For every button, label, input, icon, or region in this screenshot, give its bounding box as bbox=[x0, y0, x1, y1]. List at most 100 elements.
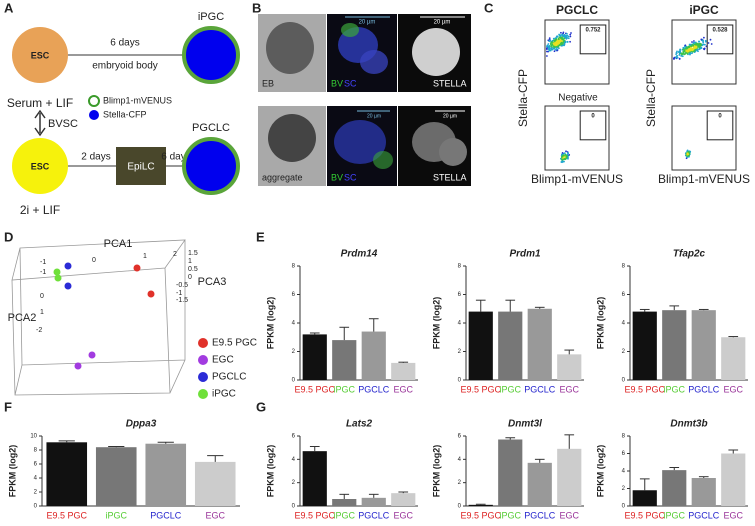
y-tick-label: 2 bbox=[292, 480, 296, 486]
y-tick-label: 0 bbox=[292, 504, 296, 510]
flow-event bbox=[566, 32, 568, 35]
cell-label: PGCLC bbox=[192, 122, 230, 134]
panel-label: A bbox=[4, 0, 14, 15]
x-tick-label: iPGC bbox=[333, 384, 355, 394]
tick-label: -1 bbox=[40, 269, 46, 276]
flow-event bbox=[546, 55, 548, 57]
y-axis-label: FPKM (log2) bbox=[431, 297, 441, 350]
flow-event bbox=[560, 31, 562, 34]
arrow-label: 6 days bbox=[110, 38, 139, 49]
flow-event bbox=[554, 39, 557, 42]
cell-aggregate bbox=[268, 114, 316, 162]
flow-event bbox=[699, 44, 702, 46]
y-tick-label: 2 bbox=[458, 349, 462, 355]
legend-swatch bbox=[89, 110, 99, 120]
flow-event bbox=[550, 47, 553, 49]
cell-label: iPGC bbox=[198, 11, 224, 23]
flow-event bbox=[551, 39, 554, 42]
x-tick-label: PGCLC bbox=[688, 384, 720, 394]
flow-event bbox=[696, 43, 698, 45]
panel-label: F bbox=[4, 399, 12, 414]
flow-event bbox=[679, 49, 681, 51]
panel-d: PCA1 PCA2 PCA3 -1 0 1 2 1.5 1 0.5 0 -0.5… bbox=[8, 238, 226, 396]
gate bbox=[579, 24, 607, 55]
y-axis-label: FPKM (log2) bbox=[265, 445, 275, 498]
plot-title: iPGC bbox=[689, 3, 719, 17]
panel-b: 20 µm 20 µm 20 µm 20 µm EB aggregate BV … bbox=[258, 14, 471, 186]
flow-event bbox=[673, 57, 675, 59]
axis-label: Blimp1-mVENUS bbox=[658, 172, 750, 186]
bar bbox=[498, 311, 523, 380]
flow-event bbox=[553, 50, 556, 53]
plot-title: PGCLC bbox=[556, 3, 598, 17]
legend-label: E9.5 PGC bbox=[212, 338, 257, 349]
flow-event bbox=[693, 40, 695, 42]
bar bbox=[632, 490, 657, 506]
panel-a: ESC Serum + LIF 6 days embryoid body iPG… bbox=[7, 11, 240, 217]
cell-stain bbox=[412, 28, 460, 76]
flow-event bbox=[691, 41, 693, 43]
row-label: EB bbox=[262, 78, 274, 88]
gate bbox=[706, 24, 734, 55]
chart-title: Prdm14 bbox=[341, 249, 378, 260]
y-axis-label: FPKM (log2) bbox=[7, 445, 17, 498]
y-tick-label: 4 bbox=[34, 476, 38, 482]
bar bbox=[391, 493, 416, 506]
chart-title: Dppa3 bbox=[126, 419, 157, 430]
x-tick-label: EGC bbox=[723, 510, 743, 520]
y-axis-label: FPKM (log2) bbox=[595, 297, 605, 350]
gate-value: 0.752 bbox=[585, 28, 601, 34]
panel-label: C bbox=[484, 0, 494, 15]
flow-event bbox=[558, 33, 560, 36]
flow-event bbox=[570, 32, 572, 34]
y-tick-label: 10 bbox=[30, 434, 37, 440]
flow-event bbox=[698, 48, 701, 51]
flow-event bbox=[676, 56, 679, 59]
flow-event bbox=[547, 43, 550, 45]
treatment: BVSC bbox=[48, 118, 78, 130]
flow-event bbox=[551, 48, 554, 51]
pca-point bbox=[88, 351, 96, 359]
flow-event bbox=[566, 37, 569, 39]
x-tick-label: E9.5 PGC bbox=[460, 384, 501, 394]
bar bbox=[662, 310, 687, 380]
flow-event bbox=[686, 50, 689, 52]
flow-event bbox=[685, 51, 687, 54]
stain-label: SC bbox=[344, 78, 357, 88]
y-tick-label: 2 bbox=[622, 486, 626, 492]
tick-label: -1 bbox=[176, 290, 182, 297]
tick-label: 2 bbox=[173, 251, 177, 258]
legend-swatch bbox=[88, 95, 100, 107]
x-tick-label: E9.5 PGC bbox=[46, 510, 87, 520]
flow-plot-frame bbox=[544, 19, 610, 85]
bar bbox=[332, 499, 357, 506]
flow-event bbox=[704, 43, 706, 46]
panel-label: D bbox=[4, 229, 13, 244]
flow-event bbox=[678, 58, 681, 60]
flow-event bbox=[553, 47, 556, 50]
flow-event bbox=[564, 40, 567, 43]
pca-point bbox=[64, 262, 72, 270]
tick-label: 1 bbox=[143, 253, 147, 260]
stain-label: STELLA bbox=[433, 172, 467, 182]
flow-event bbox=[688, 48, 691, 51]
x-tick-label: PGCLC bbox=[524, 510, 556, 520]
x-tick-label: iPGC bbox=[663, 384, 685, 394]
bar bbox=[302, 451, 327, 506]
chart-title: Dnmt3b bbox=[670, 419, 707, 430]
x-tick-label: E9.5 PGC bbox=[294, 510, 335, 520]
flow-event bbox=[685, 46, 688, 49]
bar bbox=[632, 311, 657, 380]
y-tick-label: 6 bbox=[622, 451, 626, 457]
arrow-label: embryoid body bbox=[92, 61, 158, 72]
x-tick-label: iPGC bbox=[333, 510, 355, 520]
flow-event bbox=[562, 32, 564, 35]
x-tick-label: PGCLC bbox=[358, 384, 390, 394]
chart-title: Tfap2c bbox=[673, 249, 706, 260]
bar bbox=[468, 311, 493, 380]
flow-event bbox=[561, 161, 563, 164]
scale-label: 20 µm bbox=[367, 113, 381, 119]
flow-event bbox=[563, 33, 566, 36]
cell-stain bbox=[334, 120, 386, 164]
y-tick-label: 2 bbox=[622, 349, 626, 355]
